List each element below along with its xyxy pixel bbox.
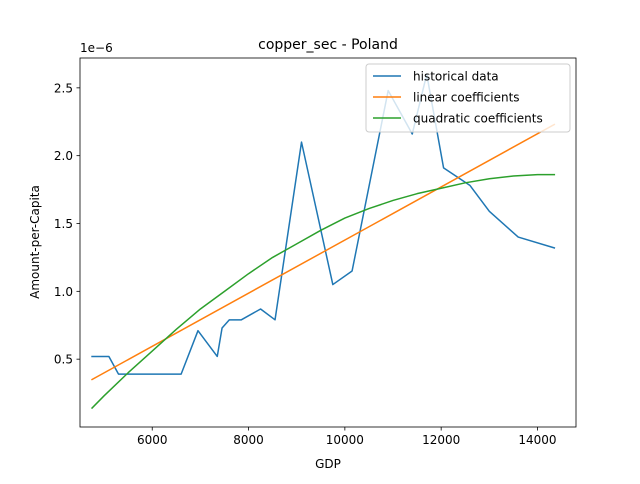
legend-frame — [365, 63, 571, 133]
x-axis: 6000 8000 10000 12000 14000 — [137, 427, 557, 447]
y-tick-label: 0.5 — [54, 353, 73, 367]
legend-label: linear coefficients — [413, 91, 520, 105]
axes-frame — [79, 57, 577, 428]
x-tick-label: 6000 — [137, 433, 168, 447]
y-scale-label: 1e−6 — [80, 41, 113, 55]
series-line-linear-coefficients — [91, 123, 556, 381]
x-tick-label: 8000 — [233, 433, 264, 447]
chart-title: copper_sec - Poland — [258, 37, 398, 53]
y-axis: 0.5 1.0 1.5 2.0 2.5 — [54, 81, 80, 367]
x-axis-label: GDP — [315, 457, 341, 471]
series-line-quadratic-coefficients — [90, 173, 556, 410]
y-tick-label: 1.5 — [54, 217, 73, 231]
y-axis-label: Amount-per-Capita — [28, 185, 42, 299]
y-tick-label: 2.0 — [54, 149, 73, 163]
plot-area — [90, 73, 556, 410]
x-tick-label: 10000 — [326, 433, 364, 447]
legend: historical data linear coefficients quadra… — [365, 63, 571, 133]
legend-label: historical data — [413, 70, 499, 84]
x-tick-label: 14000 — [518, 433, 556, 447]
x-tick-label: 12000 — [422, 433, 460, 447]
legend-label: quadratic coefficients — [413, 112, 543, 126]
series-line-historical-data — [91, 73, 556, 375]
y-tick-label: 2.5 — [54, 81, 73, 95]
y-tick-label: 1.0 — [54, 285, 73, 299]
